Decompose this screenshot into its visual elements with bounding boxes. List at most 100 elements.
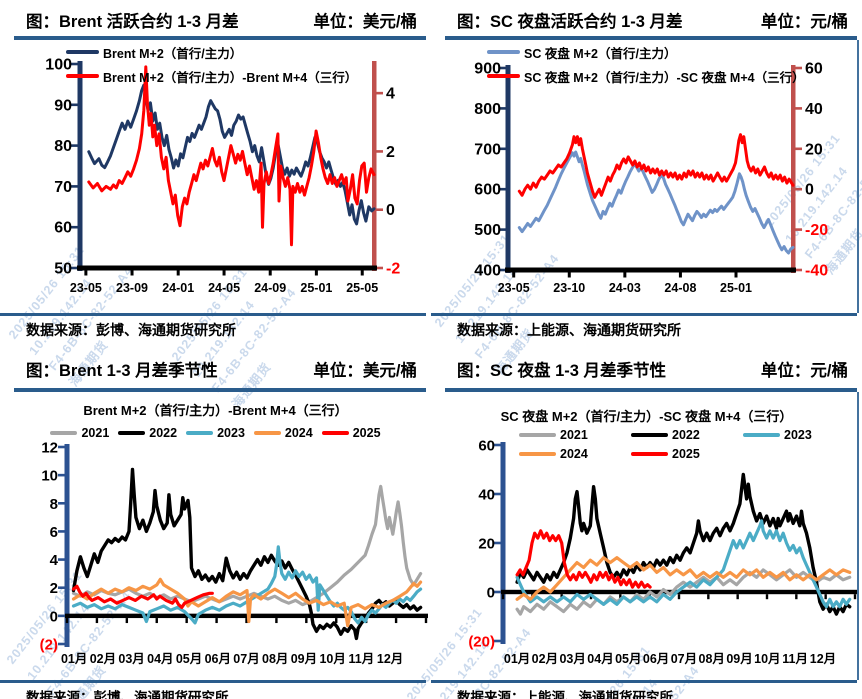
panel-header: 图：SC 夜盘活跃合约 1-3 月差 单位：元/桶 [431,0,862,32]
x-axis-tick [305,617,308,623]
x-axis-tick [222,270,226,275]
x-axis-tick [335,617,338,623]
series-line-sc-m2 [517,150,795,254]
legend-label: Brent M+2（首行/主力） [103,46,243,61]
x-axis-tick-label: 24-01 [162,281,194,295]
legend-item-y2021: 2021 [50,426,109,440]
x-axis-spine [77,265,377,270]
legend-label: 2021 [560,427,588,442]
legend-item-y2023: 2023 [743,428,855,442]
x-axis-tick-label: 24-08 [664,281,696,295]
x-axis-tick [314,270,318,275]
x-axis-tick [678,272,682,277]
legend-item-y2021: 2021 [519,428,631,442]
chart-sc-active-svg: 900 800 700 600 500 400 60 40 20 0 -20 -40 23-05 23-1… [474,60,828,295]
legend-item-y2025: 2025 [631,447,743,461]
source-text: 数据来源：彭博、海通期货研究所 [26,322,236,338]
x-axis-tick-label: 08月 [262,652,288,666]
x-axis-tick [734,272,738,277]
left-axis-tick-label: 60 [478,437,495,454]
right-axis-tick-label: 4 [386,85,395,102]
series-line-y2023 [515,518,852,608]
left-axis-tick-label: 500 [474,222,501,239]
right-axis-tick-label: -40 [805,262,828,279]
right-axis-tick-label: 2 [386,143,395,160]
left-axis-tick-label: 8 [50,495,58,512]
series-line-y2021 [515,567,852,616]
x-axis-tick [95,617,99,623]
x-axis-tick [619,593,622,599]
x-axis-tick-label: 09月 [726,652,752,666]
legend-label: 2023 [784,427,812,442]
legend-line-swatch [66,74,99,78]
legend-item-sc-m2-m4-spread: SC 夜盘 M+2（首行/主力）-SC 夜盘 M+4（三行） [487,67,805,86]
x-axis-tick [245,617,248,623]
chart-subtitle: SC 夜盘 M+2（首行/主力）-SC 夜盘 M+4（三行） [500,408,793,424]
left-axis-tick-label: 60 [54,219,72,236]
chart-unit: 单位：美元/桶 [313,13,417,31]
x-axis-tick [512,272,516,277]
left-axis-tick-label: 10 [41,467,58,484]
series-line-sc-m2-m4-spread [517,132,795,199]
x-axis-spine [505,267,796,272]
panel-right-border [857,39,859,313]
legend-label: SC 夜盘 M+2（首行/主力）-SC 夜盘 M+4（三行） [524,70,805,85]
x-axis-tick-label: 04月 [147,652,173,666]
left-axis-tick-label: 2 [50,580,58,597]
legend-label: 2022 [149,425,178,440]
x-axis-tick-label: 23-09 [116,281,148,295]
right-axis-tick-label: 20 [805,141,823,158]
zero-axis-line [65,613,428,618]
left-axis-tick-label: (20) [468,633,495,650]
right-axis-tick-label: 40 [805,100,823,117]
right-axis-tick-label: -20 [805,222,828,239]
legend-label: 2023 [217,425,245,440]
x-axis-tick [176,270,180,275]
right-axis-spine [791,64,796,273]
left-axis-tick-label: 70 [54,178,72,195]
right-axis-tick-label: 0 [386,202,395,219]
source-block: 数据来源：彭博、海通期货研究所 [0,312,431,341]
x-axis-tick [677,593,681,599]
source-text: 数据来源：彭博、海通期货研究所 [26,690,229,699]
source-block: 数据来源：彭博、海通期货研究所 [0,679,431,699]
source-divider [431,679,857,683]
x-axis-tick [84,270,88,275]
panel-header: 图：Brent 1-3 月差季节性 单位：美元/桶 [0,345,431,381]
legend-line-swatch [50,430,78,435]
x-axis-tick [125,617,129,623]
legend-item-y2022: 2022 [631,428,743,442]
x-axis-tick-label: 23-10 [553,281,585,295]
legend-item-y2024: 2024 [519,447,631,461]
chart-subtitle: Brent M+2（首行/主力）-Brent M+4（三行） [83,402,348,418]
left-axis-tick-label: 80 [54,138,72,155]
x-axis-tick-label: 24-05 [208,281,240,295]
legend-line-swatch [487,50,520,54]
series-line-y2021 [71,484,423,606]
x-axis-tick-label: 07月 [671,652,697,666]
chart-sc-seasonal-svg: 60 40 20 0 (20) 01月 02月 03月 04月 05月 06月 07月 08月 09月 10… [468,437,857,666]
legend-line-swatch [631,451,668,456]
x-axis-tick [215,617,218,623]
series-line-brent-m2 [87,83,376,225]
left-axis-spine [505,64,511,273]
x-axis-tick-label: 05月 [176,652,202,666]
legend-line-swatch [118,430,146,435]
x-axis-tick-label: 03月 [118,652,144,666]
source-divider [0,679,426,683]
source-block: 数据来源：上能源、海通期货研究所 [431,312,862,341]
legend-item-y2023: 2023 [186,426,245,440]
legend-item-brent-m2-m4-spread: Brent M+2（首行/主力）-Brent M+4（三行） [66,67,357,86]
x-axis-tick-label: 12月 [377,652,403,666]
x-axis-tick-label: 25-01 [300,281,332,295]
x-axis-tick-label: 12月 [810,652,836,666]
panel-right-border [857,391,859,680]
panel-sc-active: 图：SC 夜盘活跃合约 1-3 月差 单位：元/桶 900 800 700 600 50… [431,0,862,345]
panel-sc-seasonal: 图：SC 夜盘 1-3 月差季节性 单位：元/桶 60 40 20 0 (20) 01月 0… [431,345,862,699]
legend-line-swatch [186,430,214,435]
legend-item-y2024: 2024 [253,426,313,440]
left-axis-tick-label: (2) [40,636,58,653]
source-text: 数据来源：上能源、海通期货研究所 [457,322,681,338]
title-underline [445,388,857,392]
